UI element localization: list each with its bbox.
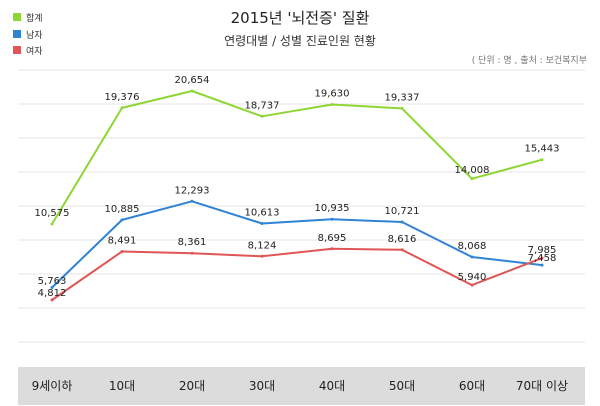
chart-subtitle: 연령대별 / 성별 진료인원 현황 [224, 34, 376, 48]
data-label-female: 8,361 [178, 237, 207, 248]
data-point-male [540, 263, 544, 267]
data-label-female: 8,124 [248, 240, 277, 251]
data-label-male: 8,068 [458, 241, 487, 252]
x-tick-label: 70대 이상 [516, 379, 568, 393]
source-note: ( 단위 : 명 , 출처 : 보건복지부 [472, 54, 587, 66]
data-label-total: 20,654 [175, 75, 210, 86]
legend-swatch-female [13, 46, 21, 54]
legend-label-total: 합계 [26, 12, 43, 24]
data-label-total: 19,337 [385, 92, 420, 103]
data-point-female [120, 250, 124, 253]
x-axis-band [18, 367, 585, 405]
data-point-female [540, 256, 544, 260]
data-point-male [50, 286, 54, 289]
data-label-total: 10,575 [35, 208, 70, 219]
data-point-female [260, 254, 264, 258]
data-label-male: 10,935 [315, 203, 350, 214]
data-point-total [540, 158, 544, 162]
data-point-total [120, 106, 124, 110]
data-label-male: 10,613 [245, 208, 280, 219]
data-point-female [470, 283, 474, 287]
data-label-female: 4,812 [38, 288, 67, 299]
data-label-male: 5,763 [38, 276, 67, 287]
data-point-male [260, 222, 264, 225]
x-tick-label: 30대 [249, 379, 275, 393]
data-point-total [330, 103, 334, 106]
data-point-female [330, 247, 334, 251]
data-point-male [330, 217, 334, 221]
data-point-male [470, 255, 474, 259]
x-tick-label: 60대 [459, 379, 485, 393]
data-label-total: 18,737 [245, 100, 280, 111]
data-label-male: 7,458 [528, 253, 557, 264]
x-tick-label: 9세이하 [32, 379, 73, 393]
legend-label-female: 여자 [26, 45, 43, 57]
data-point-total [260, 114, 264, 118]
data-label-female: 7,985 [528, 245, 557, 256]
data-label-female: 8,695 [318, 233, 347, 244]
x-tick-label: 10대 [109, 379, 135, 393]
data-point-male [120, 218, 124, 222]
data-point-female [400, 248, 404, 252]
data-point-female [190, 251, 194, 255]
data-label-female: 8,616 [388, 234, 417, 245]
series-line-male [51, 200, 543, 289]
data-label-total: 19,630 [315, 89, 350, 100]
data-label-total: 14,008 [455, 165, 490, 176]
data-point-total [400, 106, 404, 110]
data-labels: 10,575 19,376 20,654 18,737 19,630 19,337 14,0… [35, 75, 560, 299]
data-label-total: 19,376 [105, 92, 140, 103]
x-tick-label: 40대 [319, 379, 345, 393]
data-point-total [50, 222, 54, 226]
series-line-total [51, 90, 543, 225]
grid [18, 69, 585, 343]
data-point-total [470, 177, 474, 181]
x-tick-label: 50대 [389, 379, 415, 393]
data-point-total [190, 89, 194, 93]
legend-swatch-total [13, 13, 21, 21]
data-point-male [400, 220, 404, 224]
x-axis-ticks: 9세이하 10대 20대 30대 40대 50대 60대 70대 이상 [32, 379, 568, 393]
data-label-female: 5,940 [458, 272, 487, 283]
legend: 합계 남자 여자 [13, 12, 43, 57]
data-label-total: 15,443 [525, 144, 560, 155]
data-label-male: 10,721 [385, 206, 420, 217]
x-tick-label: 20대 [179, 379, 205, 393]
legend-swatch-male [13, 30, 21, 38]
series-line-female [51, 247, 543, 301]
chart-title: 2015년 '뇌전증' 질환 [231, 9, 370, 27]
legend-label-male: 남자 [26, 30, 43, 41]
series-lines [50, 89, 544, 302]
data-label-female: 8,491 [108, 236, 137, 247]
data-label-male: 12,293 [175, 185, 210, 196]
data-point-male [190, 199, 194, 203]
data-label-male: 10,885 [105, 204, 140, 215]
data-point-female [50, 298, 54, 302]
